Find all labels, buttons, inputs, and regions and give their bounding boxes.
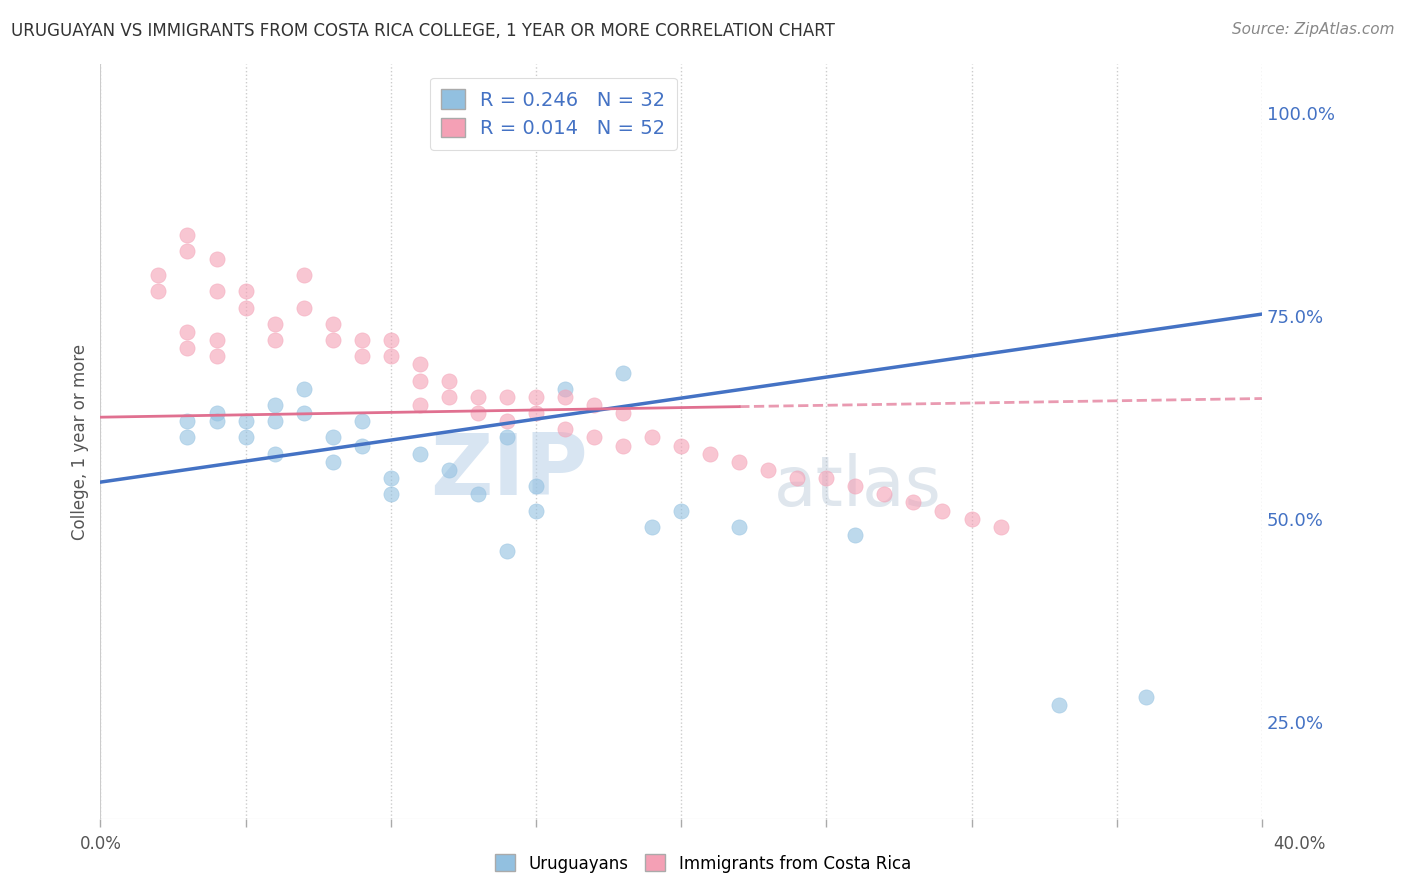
Point — [728, 455, 751, 469]
Text: 0.0%: 0.0% — [80, 835, 122, 853]
Point — [380, 349, 402, 363]
Point — [990, 520, 1012, 534]
Point — [176, 244, 198, 258]
Point — [756, 463, 779, 477]
Point — [292, 382, 315, 396]
Y-axis label: College, 1 year or more: College, 1 year or more — [72, 343, 89, 540]
Point — [409, 358, 432, 372]
Point — [1047, 698, 1070, 713]
Point — [524, 406, 547, 420]
Point — [496, 430, 519, 444]
Text: URUGUAYAN VS IMMIGRANTS FROM COSTA RICA COLLEGE, 1 YEAR OR MORE CORRELATION CHAR: URUGUAYAN VS IMMIGRANTS FROM COSTA RICA … — [11, 22, 835, 40]
Text: atlas: atlas — [775, 453, 942, 520]
Point — [292, 301, 315, 315]
Legend: Uruguayans, Immigrants from Costa Rica: Uruguayans, Immigrants from Costa Rica — [488, 847, 918, 880]
Point — [350, 414, 373, 428]
Point — [496, 414, 519, 428]
Legend: R = 0.246   N = 32, R = 0.014   N = 52: R = 0.246 N = 32, R = 0.014 N = 52 — [430, 78, 678, 150]
Point — [641, 520, 664, 534]
Point — [931, 503, 953, 517]
Point — [496, 544, 519, 558]
Point — [612, 439, 634, 453]
Text: 40.0%: 40.0% — [1272, 835, 1326, 853]
Point — [554, 390, 576, 404]
Point — [699, 447, 721, 461]
Point — [612, 366, 634, 380]
Point — [205, 252, 228, 266]
Point — [292, 268, 315, 282]
Point — [669, 439, 692, 453]
Point — [350, 333, 373, 347]
Point — [263, 317, 285, 331]
Point — [409, 374, 432, 388]
Text: Source: ZipAtlas.com: Source: ZipAtlas.com — [1232, 22, 1395, 37]
Point — [524, 390, 547, 404]
Point — [641, 430, 664, 444]
Point — [437, 463, 460, 477]
Point — [524, 503, 547, 517]
Point — [903, 495, 925, 509]
Point — [960, 511, 983, 525]
Point — [176, 325, 198, 339]
Point — [582, 430, 605, 444]
Point — [176, 430, 198, 444]
Point — [235, 414, 257, 428]
Point — [669, 503, 692, 517]
Point — [205, 414, 228, 428]
Point — [786, 471, 808, 485]
Point — [235, 430, 257, 444]
Point — [582, 398, 605, 412]
Point — [148, 268, 170, 282]
Point — [148, 285, 170, 299]
Point — [1135, 690, 1157, 705]
Point — [176, 227, 198, 242]
Point — [205, 349, 228, 363]
Point — [350, 439, 373, 453]
Point — [380, 471, 402, 485]
Point — [322, 430, 344, 444]
Point — [322, 333, 344, 347]
Point — [844, 479, 866, 493]
Point — [263, 447, 285, 461]
Point — [205, 333, 228, 347]
Point — [380, 333, 402, 347]
Point — [380, 487, 402, 501]
Point — [409, 398, 432, 412]
Point — [524, 479, 547, 493]
Point — [728, 520, 751, 534]
Point — [205, 285, 228, 299]
Point — [350, 349, 373, 363]
Point — [176, 414, 198, 428]
Point — [322, 317, 344, 331]
Point — [176, 341, 198, 355]
Point — [205, 406, 228, 420]
Point — [467, 487, 489, 501]
Point — [437, 374, 460, 388]
Point — [815, 471, 838, 485]
Point — [554, 422, 576, 436]
Text: ZIP: ZIP — [430, 430, 588, 513]
Point — [612, 406, 634, 420]
Point — [873, 487, 896, 501]
Point — [235, 301, 257, 315]
Point — [844, 528, 866, 542]
Point — [437, 390, 460, 404]
Point — [467, 406, 489, 420]
Point — [554, 382, 576, 396]
Point — [263, 414, 285, 428]
Point — [322, 455, 344, 469]
Point — [263, 333, 285, 347]
Point — [496, 390, 519, 404]
Point — [292, 406, 315, 420]
Point — [467, 390, 489, 404]
Point — [235, 285, 257, 299]
Point — [263, 398, 285, 412]
Point — [409, 447, 432, 461]
